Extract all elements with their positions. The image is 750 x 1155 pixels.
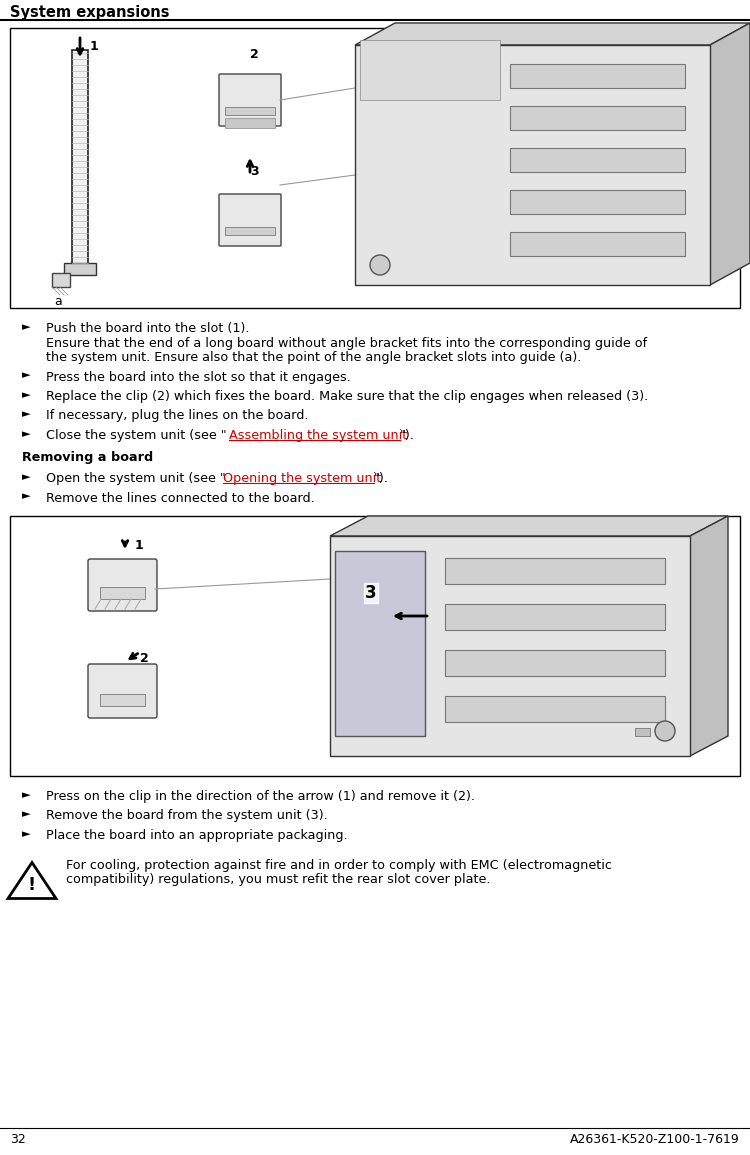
Bar xyxy=(225,118,275,128)
Text: Removing a board: Removing a board xyxy=(22,452,153,464)
Text: ►: ► xyxy=(22,790,31,800)
FancyBboxPatch shape xyxy=(88,559,157,611)
Text: Opening the system unit: Opening the system unit xyxy=(223,472,381,485)
Text: ").: "). xyxy=(374,472,388,485)
Text: ►: ► xyxy=(22,492,31,501)
Text: ►: ► xyxy=(22,810,31,820)
Polygon shape xyxy=(710,23,750,285)
Bar xyxy=(72,50,88,264)
Bar xyxy=(330,536,690,757)
Text: a: a xyxy=(54,295,62,308)
Bar xyxy=(445,604,665,629)
Polygon shape xyxy=(355,23,750,45)
Text: Open the system unit (see ": Open the system unit (see " xyxy=(46,472,226,485)
Text: ►: ► xyxy=(22,390,31,400)
Text: !: ! xyxy=(28,875,36,894)
Text: ►: ► xyxy=(22,322,31,331)
Text: ").: "). xyxy=(400,429,415,442)
Text: the system unit. Ensure also that the point of the angle bracket slots into guid: the system unit. Ensure also that the po… xyxy=(46,351,581,364)
Text: 3: 3 xyxy=(365,584,376,602)
Text: Ensure that the end of a long board without angle bracket fits into the correspo: Ensure that the end of a long board with… xyxy=(46,336,647,350)
Bar xyxy=(445,650,665,676)
Text: ►: ► xyxy=(22,371,31,380)
Text: If necessary, plug the lines on the board.: If necessary, plug the lines on the boar… xyxy=(46,410,308,423)
Text: Press the board into the slot so that it engages.: Press the board into the slot so that it… xyxy=(46,371,351,383)
Bar xyxy=(445,558,665,584)
Text: ►: ► xyxy=(22,410,31,419)
Text: ►: ► xyxy=(22,472,31,482)
Bar xyxy=(510,191,685,214)
Text: Replace the clip (2) which fixes the board. Make sure that the clip engages when: Replace the clip (2) which fixes the boa… xyxy=(46,390,648,403)
Text: 32: 32 xyxy=(10,1133,26,1146)
FancyBboxPatch shape xyxy=(88,664,157,718)
Bar xyxy=(10,28,740,308)
Text: 2: 2 xyxy=(250,49,259,61)
Bar xyxy=(510,106,685,131)
Bar xyxy=(360,40,500,100)
Bar xyxy=(10,516,740,776)
Bar xyxy=(335,551,425,736)
Bar xyxy=(635,728,650,736)
Text: 1: 1 xyxy=(135,539,144,552)
Text: compatibility) regulations, you must refit the rear slot cover plate.: compatibility) regulations, you must ref… xyxy=(66,873,491,886)
Text: ►: ► xyxy=(22,429,31,439)
Bar xyxy=(225,107,275,116)
Bar xyxy=(510,148,685,172)
Bar xyxy=(52,273,70,286)
Text: 1: 1 xyxy=(90,40,99,53)
Bar xyxy=(510,64,685,88)
Bar xyxy=(445,696,665,722)
Text: A26361-K520-Z100-1-7619: A26361-K520-Z100-1-7619 xyxy=(570,1133,740,1146)
Text: ►: ► xyxy=(22,829,31,839)
Text: System expansions: System expansions xyxy=(10,5,170,20)
Text: Close the system unit (see ": Close the system unit (see " xyxy=(46,429,226,442)
Bar xyxy=(510,232,685,256)
Bar xyxy=(100,587,145,599)
Text: Place the board into an appropriate packaging.: Place the board into an appropriate pack… xyxy=(46,829,347,842)
Bar xyxy=(225,228,275,234)
Text: Remove the board from the system unit (3).: Remove the board from the system unit (3… xyxy=(46,810,328,822)
Bar xyxy=(100,694,145,706)
Text: Remove the lines connected to the board.: Remove the lines connected to the board. xyxy=(46,492,315,505)
Text: Press on the clip in the direction of the arrow (1) and remove it (2).: Press on the clip in the direction of th… xyxy=(46,790,475,803)
FancyBboxPatch shape xyxy=(219,194,281,246)
Circle shape xyxy=(370,255,390,275)
Bar xyxy=(64,263,96,275)
Bar xyxy=(355,45,710,285)
Text: Assembling the system unit: Assembling the system unit xyxy=(230,429,408,442)
Text: For cooling, protection against fire and in order to comply with EMC (electromag: For cooling, protection against fire and… xyxy=(66,858,612,872)
Text: Push the board into the slot (1).: Push the board into the slot (1). xyxy=(46,322,250,335)
Text: 3: 3 xyxy=(250,165,259,178)
Polygon shape xyxy=(330,516,728,536)
Text: 2: 2 xyxy=(140,653,148,665)
Polygon shape xyxy=(8,863,56,899)
Polygon shape xyxy=(690,516,728,757)
FancyBboxPatch shape xyxy=(219,74,281,126)
Circle shape xyxy=(655,721,675,742)
